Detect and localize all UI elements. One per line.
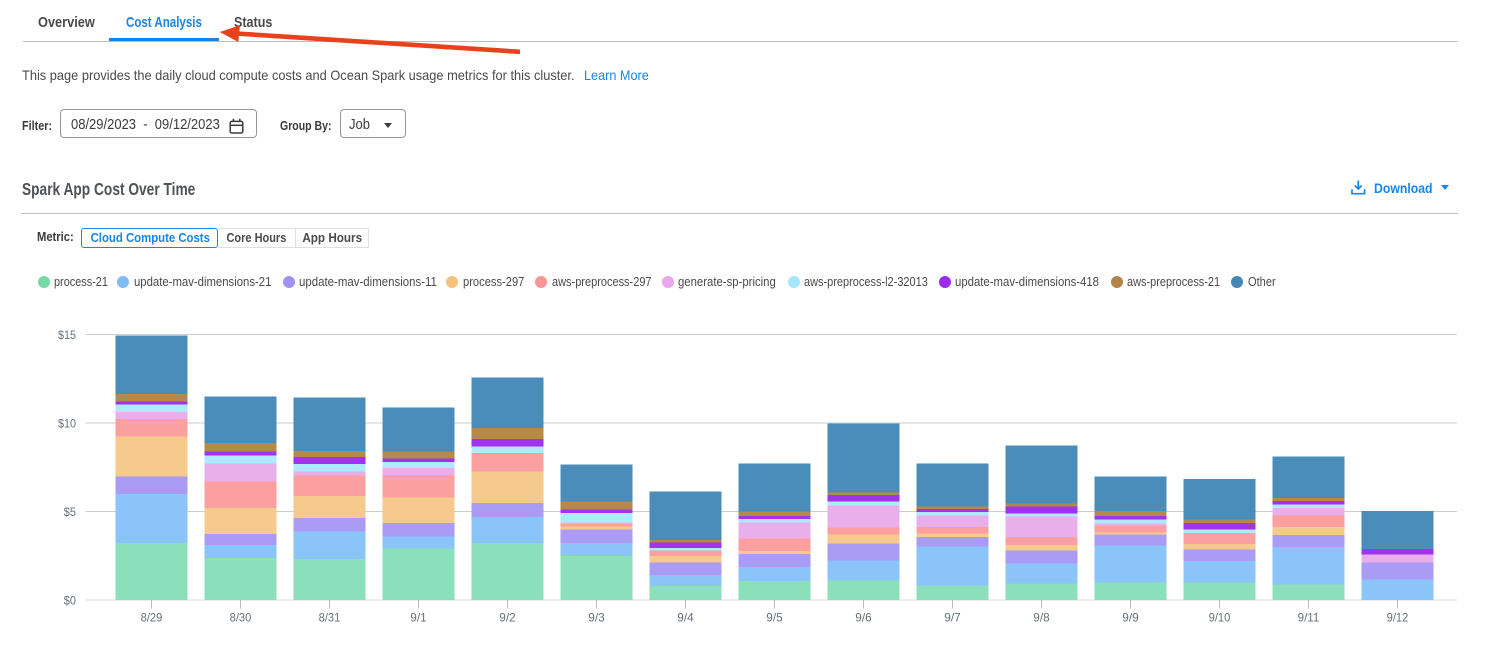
svg-text:9/10: 9/10: [1209, 610, 1231, 624]
svg-text:9/7: 9/7: [944, 610, 960, 624]
svg-text:9/11: 9/11: [1298, 610, 1320, 624]
svg-text:9/8: 9/8: [1033, 610, 1050, 624]
svg-text:9/12: 9/12: [1387, 610, 1409, 624]
svg-text:8/31: 8/31: [319, 610, 341, 624]
svg-text:9/9: 9/9: [1122, 610, 1138, 624]
svg-text:9/6: 9/6: [855, 610, 872, 624]
svg-text:9/5: 9/5: [766, 610, 783, 624]
svg-text:8/29: 8/29: [141, 610, 163, 624]
svg-text:9/2: 9/2: [499, 610, 515, 624]
svg-text:$5: $5: [64, 505, 77, 519]
svg-text:9/4: 9/4: [677, 610, 694, 624]
svg-text:9/3: 9/3: [588, 610, 605, 624]
svg-text:$15: $15: [58, 328, 76, 342]
svg-text:$10: $10: [58, 416, 76, 430]
svg-text:8/30: 8/30: [230, 610, 252, 624]
svg-text:$0: $0: [64, 594, 77, 608]
svg-text:9/1: 9/1: [410, 610, 426, 624]
